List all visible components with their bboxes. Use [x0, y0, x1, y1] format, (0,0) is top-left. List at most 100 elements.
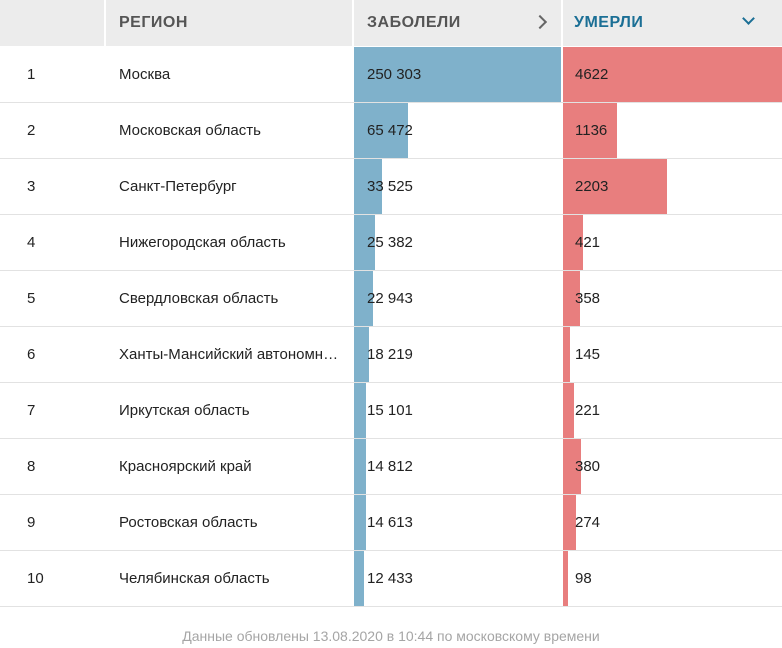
deaths-value: 358 — [575, 290, 601, 307]
row-cases: 25 382 — [354, 215, 561, 270]
row-number: 8 — [27, 458, 36, 475]
cases-bar — [354, 47, 561, 102]
cases-value: 18 219 — [367, 346, 413, 363]
table-row[interactable]: 4 Нижегородская область 25 382 421 — [0, 215, 782, 271]
row-cases: 65 472 — [354, 103, 561, 158]
row-region: Красноярский край — [119, 458, 252, 475]
table-row[interactable]: 5 Свердловская область 22 943 358 — [0, 271, 782, 327]
row-region: Свердловская область — [119, 290, 279, 307]
row-cases: 14 812 — [354, 439, 561, 494]
header-cases-sort[interactable]: ЗАБОЛЕЛИ — [354, 0, 561, 46]
row-region: Нижегородская область — [119, 234, 286, 251]
deaths-bar — [563, 159, 667, 214]
deaths-bar — [563, 271, 580, 326]
row-region: Санкт-Петербург — [119, 178, 237, 195]
table-header: РЕГИОН ЗАБОЛЕЛИ УМЕРЛИ — [0, 0, 782, 46]
deaths-bar — [563, 47, 782, 102]
cases-value: 25 382 — [367, 234, 413, 251]
row-deaths: 2203 — [563, 159, 782, 214]
deaths-bar — [563, 215, 583, 270]
row-number: 3 — [27, 178, 36, 195]
table-row[interactable]: 1 Москва 250 303 4622 — [0, 47, 782, 103]
header-region: РЕГИОН — [106, 0, 352, 46]
row-cases: 22 943 — [354, 271, 561, 326]
row-deaths: 274 — [563, 495, 782, 550]
row-cases: 14 613 — [354, 495, 561, 550]
row-region: Московская область — [119, 122, 261, 139]
cases-value: 33 525 — [367, 178, 413, 195]
cases-bar — [354, 215, 375, 270]
row-deaths: 1136 — [563, 103, 782, 158]
row-region: Челябинская область — [119, 570, 270, 587]
row-region: Ростовская область — [119, 514, 258, 531]
cases-bar — [354, 327, 369, 382]
cases-bar — [354, 551, 364, 606]
row-cases: 33 525 — [354, 159, 561, 214]
deaths-value: 380 — [575, 458, 601, 475]
row-deaths: 358 — [563, 271, 782, 326]
row-deaths: 145 — [563, 327, 782, 382]
deaths-bar — [563, 327, 570, 382]
row-number: 2 — [27, 122, 36, 139]
cases-bar — [354, 159, 382, 214]
row-cases: 15 101 — [354, 383, 561, 438]
update-note: Данные обновлены 13.08.2020 в 10:44 по м… — [182, 628, 600, 644]
chevron-down-icon — [742, 12, 755, 25]
deaths-value: 2203 — [575, 178, 609, 195]
row-deaths: 221 — [563, 383, 782, 438]
row-deaths: 380 — [563, 439, 782, 494]
deaths-bar — [563, 439, 581, 494]
row-region: Иркутская область — [119, 402, 250, 419]
row-number: 7 — [27, 402, 36, 419]
deaths-bar — [563, 495, 576, 550]
deaths-bar — [563, 103, 617, 158]
deaths-value: 1136 — [575, 122, 608, 139]
table-row[interactable]: 10 Челябинская область 12 433 98 — [0, 551, 782, 607]
deaths-bar — [563, 383, 574, 438]
deaths-value: 274 — [575, 514, 601, 531]
cases-value: 65 472 — [367, 122, 413, 139]
cases-value: 22 943 — [367, 290, 413, 307]
header-deaths-sort[interactable]: УМЕРЛИ — [563, 0, 782, 46]
table-row[interactable]: 3 Санкт-Петербург 33 525 2203 — [0, 159, 782, 215]
row-region: Ханты-Мансийский автономный округ — Югра — [119, 346, 344, 363]
deaths-value: 98 — [575, 570, 592, 587]
row-number: 6 — [27, 346, 36, 363]
row-cases: 250 303 — [354, 47, 561, 102]
cases-bar — [354, 271, 373, 326]
deaths-bar — [563, 551, 568, 606]
header-number — [0, 0, 104, 46]
row-number: 9 — [27, 514, 36, 531]
table-row[interactable]: 7 Иркутская область 15 101 221 — [0, 383, 782, 439]
row-number: 5 — [27, 290, 36, 307]
row-deaths: 4622 — [563, 47, 782, 102]
header-deaths-label: УМЕРЛИ — [574, 14, 644, 31]
deaths-value: 145 — [575, 346, 601, 363]
table-row[interactable]: 8 Красноярский край 14 812 380 — [0, 439, 782, 495]
row-number: 10 — [27, 570, 44, 587]
cases-bar — [354, 383, 366, 438]
row-deaths: 98 — [563, 551, 782, 606]
chevron-right-icon — [532, 14, 548, 30]
header-cases-label: ЗАБОЛЕЛИ — [367, 14, 461, 31]
cases-value: 14 812 — [367, 458, 413, 475]
row-cases: 12 433 — [354, 551, 561, 606]
cases-bar — [354, 103, 408, 158]
cases-value: 15 101 — [367, 402, 413, 419]
row-number: 4 — [27, 234, 36, 251]
cases-bar — [354, 495, 366, 550]
cases-value: 12 433 — [367, 570, 413, 587]
table-row[interactable]: 9 Ростовская область 14 613 274 — [0, 495, 782, 551]
row-region: Москва — [119, 66, 171, 83]
deaths-value: 221 — [575, 402, 601, 419]
deaths-value: 4622 — [575, 66, 609, 83]
cases-value: 250 303 — [367, 66, 422, 83]
deaths-value: 421 — [575, 234, 601, 251]
row-cases: 18 219 — [354, 327, 561, 382]
cases-value: 14 613 — [367, 514, 413, 531]
table-row[interactable]: 6 Ханты-Мансийский автономный округ — Югр… — [0, 327, 782, 383]
row-deaths: 421 — [563, 215, 782, 270]
row-number: 1 — [27, 66, 36, 83]
cases-bar — [354, 439, 366, 494]
table-row[interactable]: 2 Московская область 65 472 1136 — [0, 103, 782, 159]
